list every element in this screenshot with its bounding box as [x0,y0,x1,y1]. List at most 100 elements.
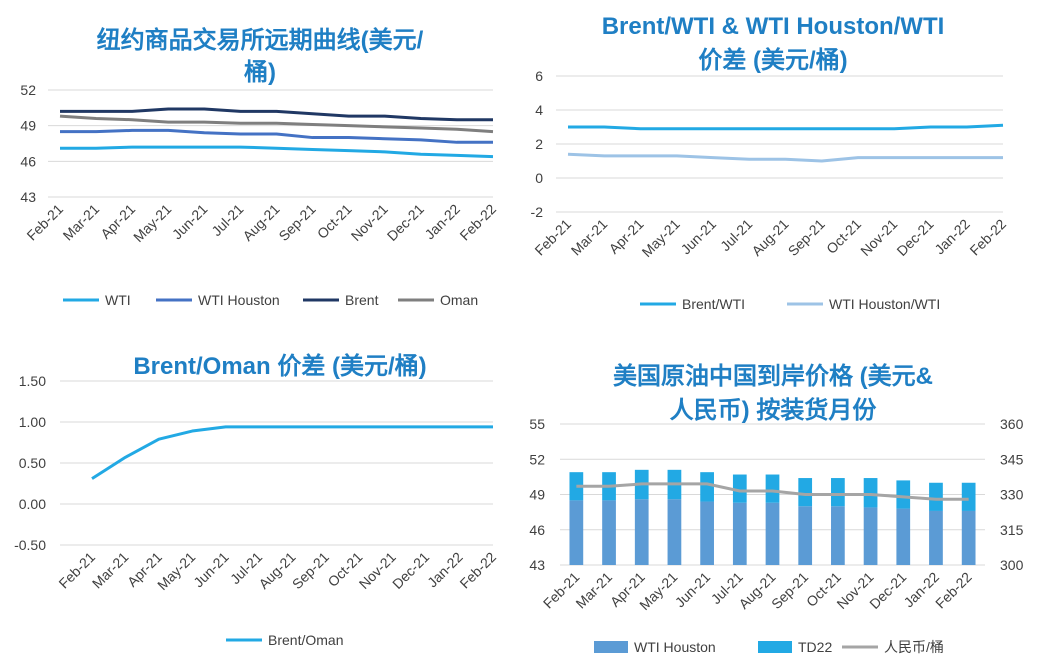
y2-tick-label: 300 [1000,557,1024,573]
x-tick-label: Dec-21 [384,201,427,244]
y-tick-label: 1.50 [19,373,46,389]
x-tick-label: Feb-22 [932,569,975,612]
series-line-2 [60,128,493,144]
series-line-rmb [576,482,969,501]
legend-label: Brent [345,292,379,308]
y-tick-label: -0.50 [14,537,46,553]
bar-td22 [798,478,813,507]
x-tick-label: Sep-21 [289,549,332,592]
series-line-2 [567,152,1003,163]
x-tick-label: Mar-21 [572,569,615,612]
series-line-1 [60,145,494,159]
x-tick-label: Feb-21 [531,216,574,259]
x-tick-label: Nov-21 [348,201,391,244]
x-tick-label: Mar-21 [568,216,611,259]
x-tick-label: Sep-21 [768,569,811,612]
x-tick-label: Jun-21 [169,201,211,243]
x-tick-label: Oct-21 [823,216,864,257]
x-tick-label: Mar-21 [60,201,103,244]
x-tick-label: Feb-21 [55,549,98,592]
series-line-1 [568,123,1004,131]
y-tick-label: 2 [535,136,543,152]
chart-2: Brent/WTI & WTI Houston/WTI 价差 (美元/桶) -2 0 2… [531,13,1010,312]
y-tick-label: 0.00 [19,496,46,512]
y2-tick-label: 330 [1000,487,1024,503]
chart-3: Brent/Oman 价差 (美元/桶) -0.50 0.00 0.50 1.00 1.5… [14,352,499,648]
bar-td22 [831,478,845,507]
x-tick-label: Aug-21 [239,201,282,244]
x-tick-label: May-21 [154,549,198,593]
y-tick-label: 6 [535,68,543,84]
chart-title: 美国原油中国到岸价格 (美元& [613,362,933,390]
x-tick-label: Jan-22 [421,201,463,243]
x-tick-label: Dec-21 [866,569,909,612]
y-tick-label: 46 [20,153,36,169]
y-tick-label: 49 [20,118,36,134]
bar-td22 [765,474,780,503]
chart-title: 桶) [244,59,276,86]
y2-tick-label: 360 [1000,416,1024,432]
bar-wti-houston [863,507,878,565]
y2-tick-label: 345 [1000,451,1024,467]
x-tick-label: Feb-22 [456,549,499,592]
y-tick-label: 46 [529,522,545,538]
bar-td22 [896,480,911,509]
bar-td22 [732,474,747,503]
x-tick-label: Mar-21 [89,549,132,592]
chart-title: Brent/Oman 价差 (美元/桶) [133,352,426,380]
legend-label: 人民币/桶 [884,639,944,655]
bar-wti-houston [896,508,911,565]
legend-label: Brent/WTI [682,296,745,312]
x-tick-label: Aug-21 [748,216,791,259]
bar-wti-houston [961,510,976,565]
bar-wti-houston [667,499,682,565]
bar-wti-houston [569,500,584,565]
x-tick-label: May-21 [639,216,683,260]
x-tick-label: Dec-21 [389,549,432,592]
chart-title: 价差 (美元/桶) [698,46,847,74]
chart-4: 美国原油中国到岸价格 (美元&人民币) 按装货月份 43 46 49 52 55 300 31… [529,362,1023,655]
y-tick-label: 49 [529,487,545,503]
x-tick-label: Jun-21 [678,216,720,258]
legend-label: Oman [440,292,478,308]
chart-title: 人民币) 按装货月份 [670,396,878,424]
y-tick-label: 1.00 [19,414,46,430]
bar-wti-houston [634,499,649,565]
x-tick-label: Dec-21 [893,216,936,259]
y-tick-label: 43 [20,189,36,205]
bar-wti-houston [602,500,616,565]
x-tick-label: Jan-22 [931,216,973,258]
y-tick-label: 52 [20,82,36,98]
y-tick-label: 0 [535,170,543,186]
y-tick-label: 4 [535,102,543,118]
bar-td22 [700,472,714,502]
legend-label: WTI Houston [198,292,280,308]
x-tick-label: Feb-22 [456,201,499,244]
bar-wti-houston [765,502,780,565]
legend-swatch [758,641,792,653]
x-tick-label: Oct-21 [314,201,355,242]
x-tick-label: Sep-21 [275,201,318,244]
x-tick-label: Nov-21 [857,216,900,259]
x-tick-label: Sep-21 [785,216,828,259]
bar-td22 [961,482,976,511]
series-line-4 [59,114,494,134]
x-tick-label: Jun-21 [190,549,232,591]
x-tick-label: Feb-22 [966,216,1009,259]
legend-swatch [594,641,628,653]
bar-wti-houston [732,502,747,565]
bar-wti-houston [700,501,714,565]
chart-1: 纽约商品交易所远期曲线(美元/桶)43464952Feb-21Mar-21Apr… [20,26,499,308]
y-tick-label: 43 [529,557,545,573]
bar-wti-houston [798,506,813,565]
bar-wti-houston [929,510,943,565]
series-line-1 [91,425,493,480]
bar-wti-houston [831,506,845,565]
y-tick-label: 55 [529,416,545,432]
x-tick-label: May-21 [130,201,174,245]
bar-td22 [929,482,943,511]
y-tick-label: -2 [531,204,544,220]
legend-label: WTI [105,292,131,308]
legend-label: WTI Houston/WTI [829,296,940,312]
